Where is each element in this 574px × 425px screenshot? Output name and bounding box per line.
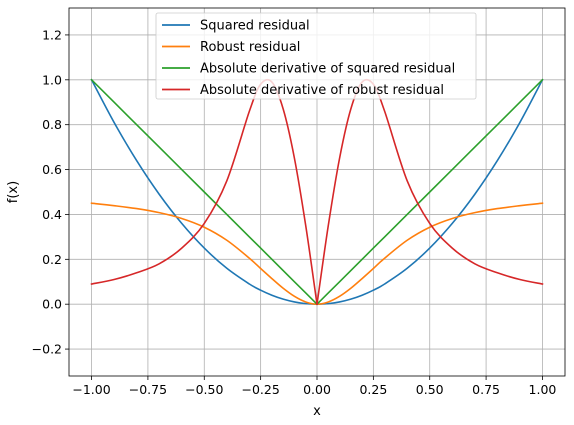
x-tick-label: −0.50 [185,382,223,397]
x-tick-label: 1.00 [529,382,557,397]
y-axis-label: f(x) [6,181,21,203]
x-tick-label: 0.00 [303,382,331,397]
x-tick-label: −0.25 [241,382,279,397]
legend-label: Robust residual [200,40,300,55]
y-tick-label: 0.8 [42,117,62,132]
legend: Squared residual Robust residual Absolute … [155,12,477,100]
x-tick-label: 0.75 [472,382,500,397]
series-line-4 [90,78,544,306]
y-tick-label: 1.0 [42,72,62,87]
x-tick-label: 0.25 [359,382,387,397]
legend-label: Absolute derivative of squared residual [200,62,455,77]
x-axis-label: x [313,404,321,419]
x-tick-label: −0.75 [129,382,167,397]
x-tick-label: −1.00 [72,382,110,397]
legend-label: Absolute derivative of robust residual [200,83,444,98]
axis-ticks: −1.00 −0.75 −0.50 −0.25 0.00 0.25 0.50 0.75 1.00… [32,27,557,397]
y-tick-label: −0.2 [32,342,62,357]
x-tick-label: 0.50 [416,382,444,397]
series-lines [90,78,544,306]
legend-entries: Squared residual Robust residual Absolute … [162,19,455,98]
legend-box [155,12,477,100]
y-tick-label: 0.2 [42,252,62,267]
y-tick-label: 1.2 [42,27,62,42]
y-tick-label: 0.6 [42,162,62,177]
y-tick-label: 0.4 [42,207,62,222]
y-tick-label: 0.0 [42,297,62,312]
legend-label: Squared residual [200,19,310,34]
